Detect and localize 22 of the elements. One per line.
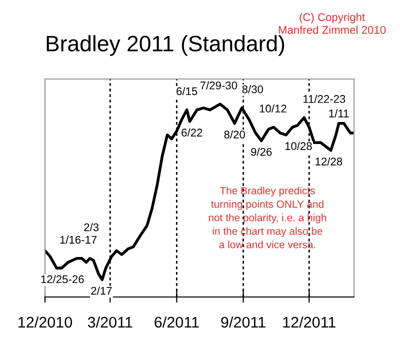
annotation: 12/25-26 [41, 275, 84, 284]
annotation: 11/22-23 [303, 94, 346, 103]
chart-title: Bradley 2011 (Standard) [46, 35, 284, 56]
annotation: 9/26 [251, 148, 272, 156]
annotation: 12/28 [316, 157, 342, 166]
annotation: 2/3 [84, 223, 99, 232]
x-tick-label: 6/2011 [154, 316, 199, 328]
annotation: 1/11 [329, 109, 349, 118]
annotation: 10/12 [260, 104, 286, 113]
x-tick-label: 12/2011 [283, 316, 336, 328]
x-tick-label: 3/2011 [88, 316, 132, 328]
x-tick-label: 9/2011 [221, 316, 266, 328]
annotation: 8/30 [242, 85, 264, 94]
annotation: 7/29-30 [200, 81, 238, 90]
annotation: 1/16-17 [60, 236, 97, 244]
text: (C) Copyright Manfred Zimmel 2010 [278, 12, 386, 34]
annotation: 2/17 [91, 286, 112, 295]
annotation: 6/15 [176, 87, 198, 96]
x-tick-label: 12/2010 [18, 316, 72, 328]
annotation: 6/22 [182, 128, 202, 137]
annotation: 10/28 [285, 142, 312, 150]
annotation: 8/20 [224, 130, 245, 138]
